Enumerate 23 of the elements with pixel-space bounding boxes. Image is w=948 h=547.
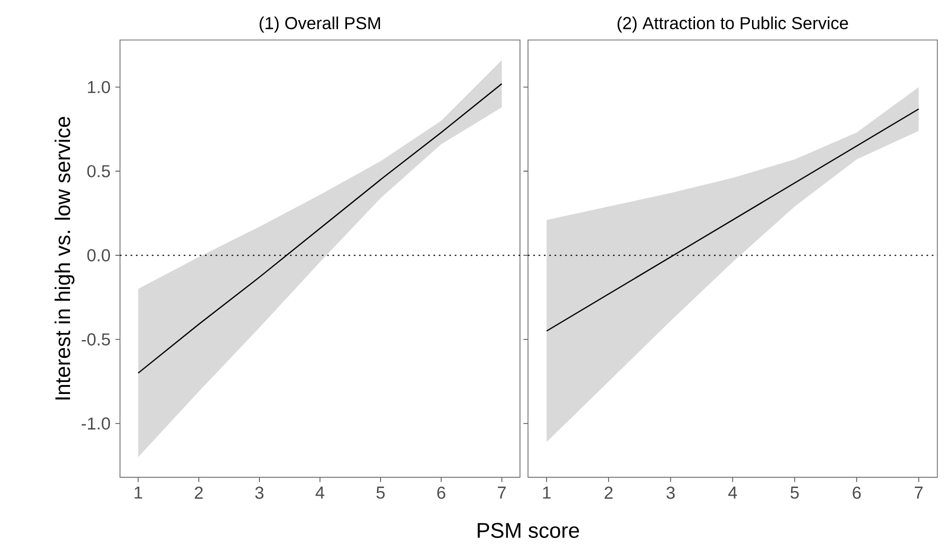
x-tick-label: 4 [728, 486, 737, 499]
x-tick-label: 1 [543, 486, 551, 499]
chart-title: (2) Attraction to Public Service [618, 16, 848, 33]
x-tick-label: 5 [790, 486, 799, 499]
y-tick-label: -0.5 [82, 333, 110, 346]
y-axis-title: Interest in high vs. low service [54, 117, 74, 400]
y-tick-label: 0.5 [87, 165, 110, 178]
x-tick-label: 3 [255, 486, 264, 500]
y-tick-label: 1.0 [88, 81, 110, 94]
y-tick-label: 0.0 [87, 249, 110, 262]
x-tick-label: 2 [604, 486, 613, 499]
x-axis-title: PSM score [478, 523, 580, 538]
x-tick-label: 1 [134, 486, 142, 499]
x-tick-label: 5 [376, 486, 385, 499]
chart-title: (1) Overall PSM [260, 16, 380, 33]
x-tick-label: 2 [194, 486, 203, 499]
x-tick-label: 6 [437, 486, 446, 500]
y-tick-label: -1.0 [82, 418, 110, 430]
x-tick-label: 4 [316, 486, 324, 499]
x-tick-label: 7 [914, 486, 923, 499]
x-tick-label: 7 [498, 486, 506, 499]
x-tick-label: 6 [852, 486, 861, 500]
x-tick-label: 3 [666, 486, 675, 500]
